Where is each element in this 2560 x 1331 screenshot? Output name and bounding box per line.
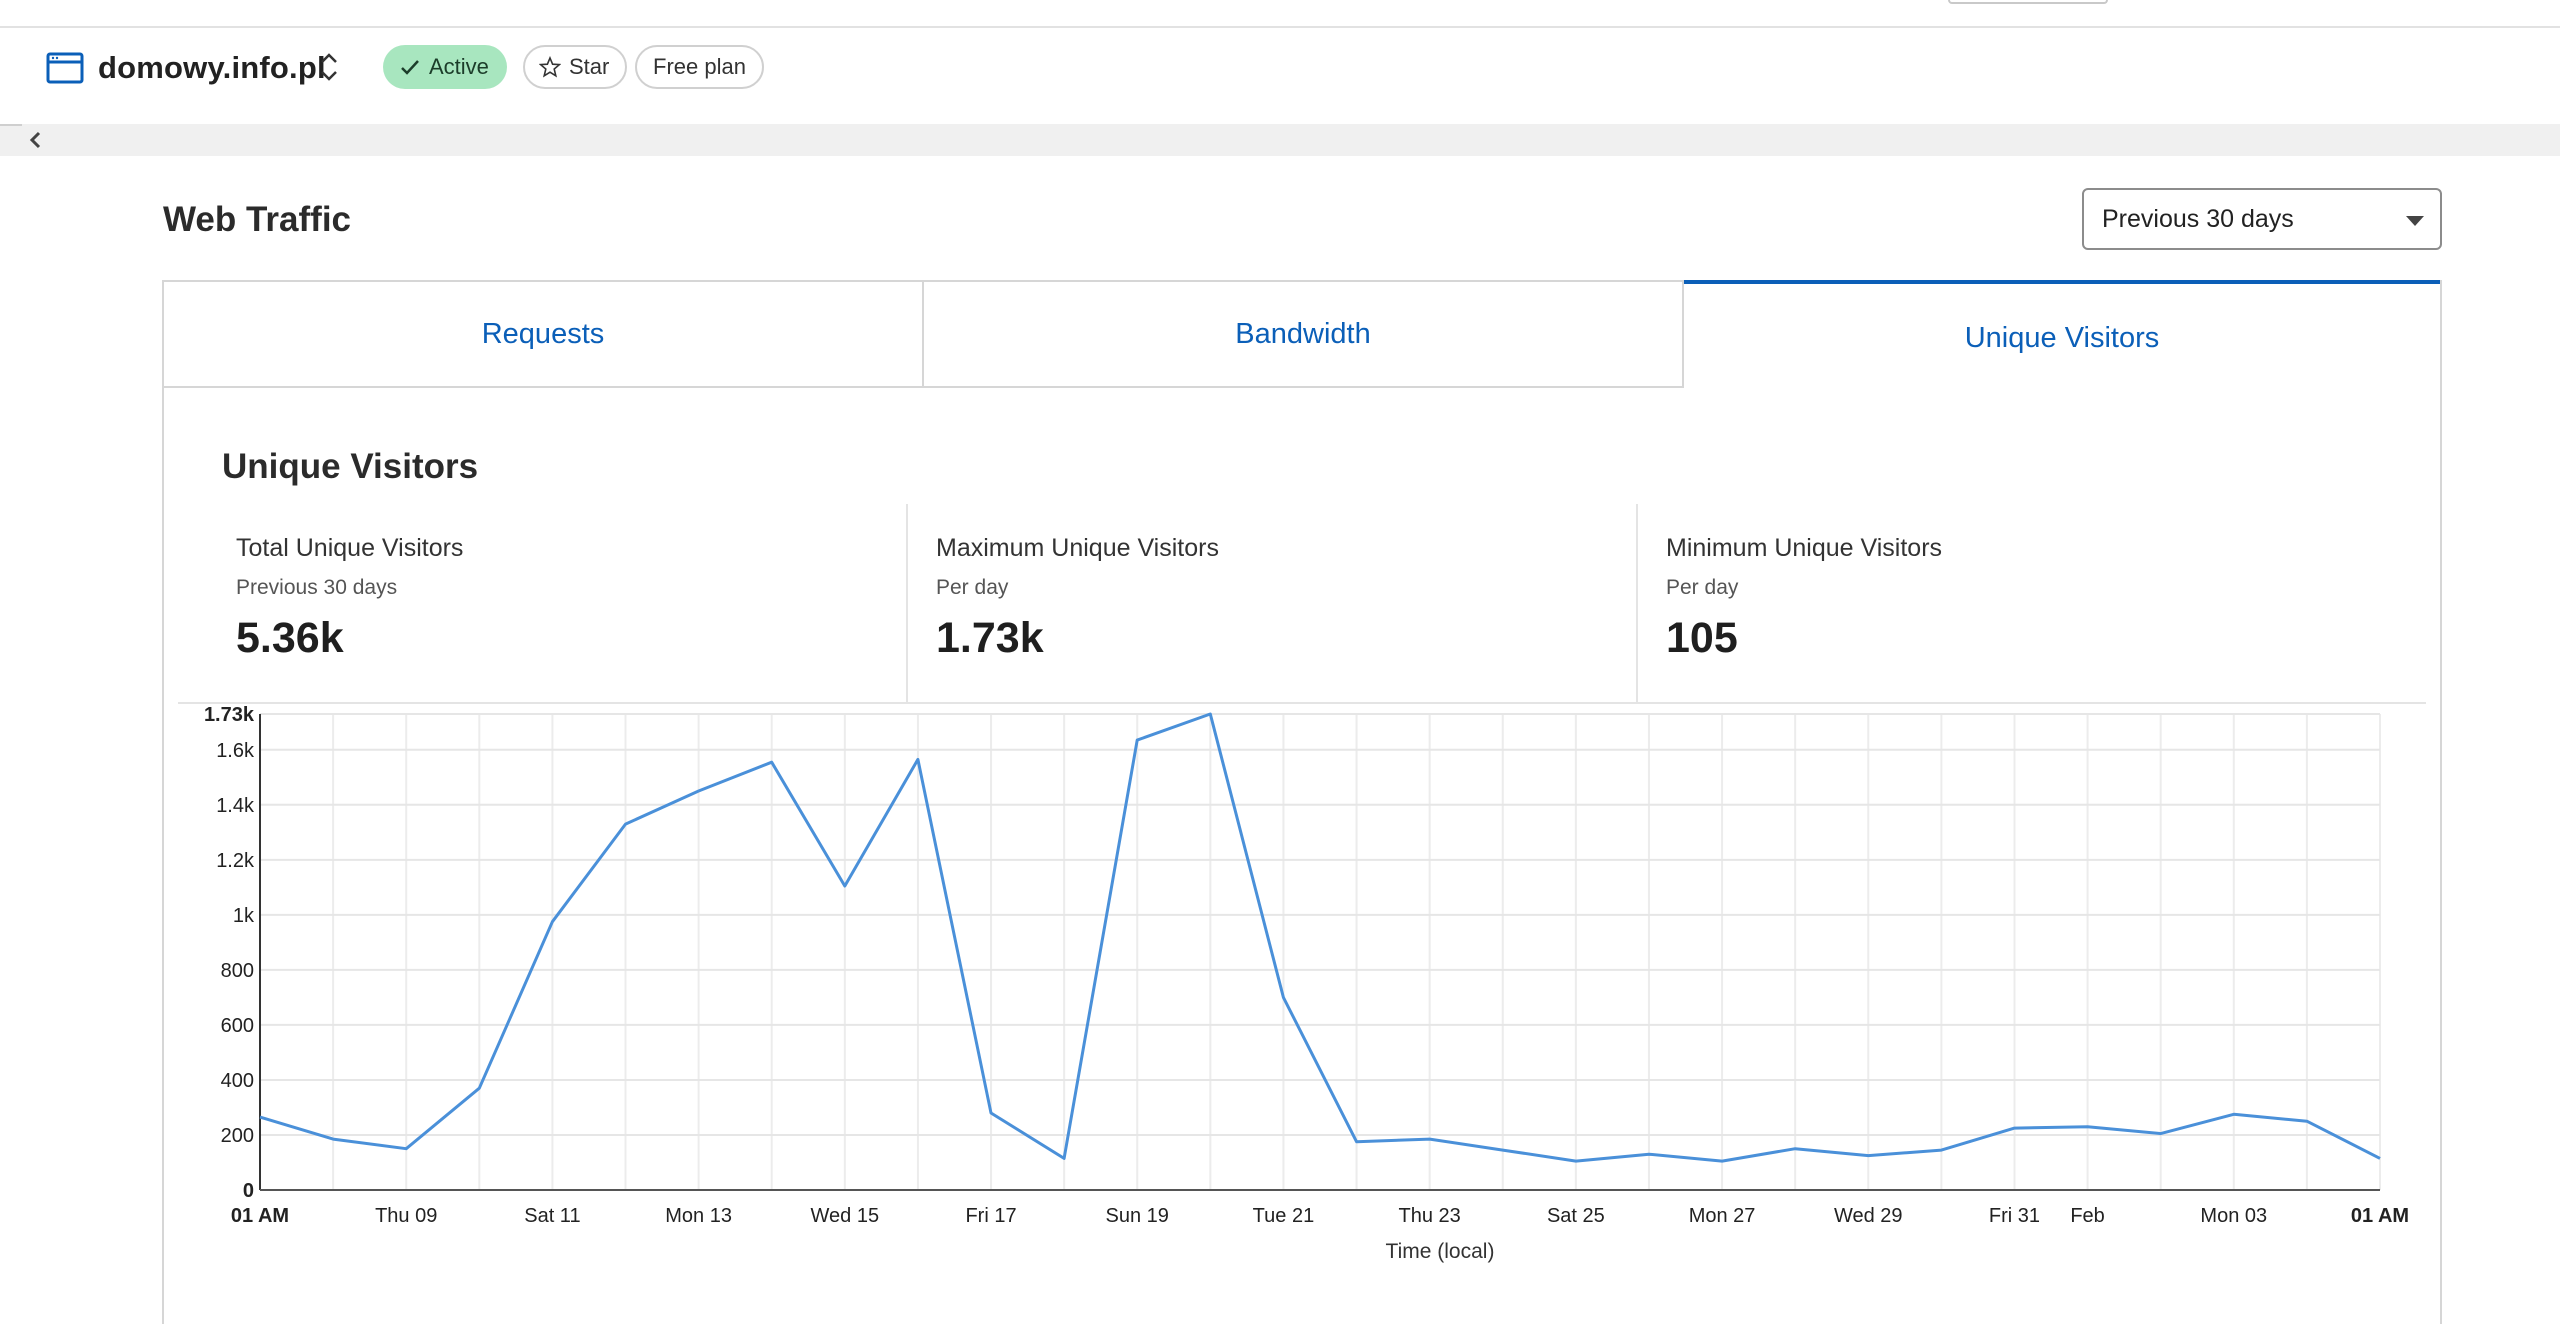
star-button[interactable]: Star (523, 45, 628, 89)
y-tick-label: 400 (221, 1070, 254, 1092)
period-select-value: Previous 30 days (2102, 204, 2294, 233)
y-tick-label: 1.73k (204, 704, 255, 726)
stat-value: 105 (1666, 614, 1738, 662)
x-tick-label: Thu 09 (375, 1205, 437, 1227)
stat-value: 5.36k (236, 614, 344, 662)
x-tick-label: 01 AM (231, 1205, 289, 1227)
stat-total: Total Unique Visitors Previous 30 days 5… (178, 504, 908, 704)
stats-row: Total Unique Visitors Previous 30 days 5… (178, 504, 2426, 704)
series-line (259, 712, 2381, 1163)
x-tick-label: Sun 19 (1106, 1205, 1169, 1227)
y-tick-label: 1.4k (216, 795, 255, 817)
y-axis-title: Number of Visitors (164, 890, 167, 1054)
stat-sublabel: Previous 30 days (236, 576, 398, 599)
top-border (0, 0, 2560, 28)
y-tick-label: 1.6k (216, 740, 255, 762)
collapse-bar (0, 124, 2560, 156)
page-title: Web Traffic (163, 200, 352, 239)
site-name[interactable]: domowy.info.pl (98, 50, 326, 85)
visitors-chart: 0 200 400 600 800 1k 1.2k 1.4k 1.6k 1.73k 01 AM Thu… (145, 702, 2440, 1326)
visitors-line-chart: 0 200 400 600 800 1k 1.2k 1.4k 1.6k 1.73k 01 AM Thu… (145, 704, 2409, 1263)
y-tick-label: 1.2k (216, 850, 255, 872)
browser-window-icon (46, 52, 84, 84)
x-tick-label: Fri 31 (1989, 1205, 2040, 1227)
traffic-tabs: Requests Bandwidth Unique Visitors (164, 280, 2440, 388)
section-title: Unique Visitors (222, 447, 479, 486)
x-tick-label: Feb (2070, 1205, 2104, 1227)
stat-maximum: Maximum Unique Visitors Per day 1.73k (908, 504, 1638, 704)
star-icon (539, 56, 561, 78)
y-tick-label: 600 (221, 1015, 254, 1037)
x-axis-title: Time (local) (1386, 1240, 1495, 1263)
stat-label: Total Unique Visitors (236, 534, 464, 562)
tab-unique-visitors[interactable]: Unique Visitors (1684, 280, 2440, 388)
x-tick-label: Mon 13 (665, 1205, 732, 1227)
x-tick-label: Wed 15 (811, 1205, 880, 1227)
status-label: Active (429, 54, 489, 79)
x-tick-label: Mon 27 (1689, 1205, 1756, 1227)
traffic-panel: Requests Bandwidth Unique Visitors Uniqu… (145, 280, 2442, 1326)
chevron-down-icon (2406, 216, 2424, 226)
top-menu-tab[interactable] (1948, 0, 2108, 4)
star-label: Star (569, 54, 610, 79)
stat-sublabel: Per day (936, 576, 1009, 599)
chevron-updown-icon[interactable] (316, 48, 342, 86)
x-tick-label: 01 AM (2351, 1205, 2409, 1227)
stat-label: Minimum Unique Visitors (1666, 534, 1943, 562)
x-tick-label: Sat 11 (524, 1205, 580, 1227)
check-icon (401, 60, 419, 75)
y-tick-label: 1k (233, 905, 255, 927)
site-header: domowy.info.pl Active Star Free plan (0, 38, 2560, 98)
stat-sublabel: Per day (1666, 576, 1739, 599)
x-tick-label: Wed 29 (1834, 1205, 1903, 1227)
x-tick-label: Thu 23 (1399, 1205, 1461, 1227)
chevron-left-icon[interactable] (24, 128, 48, 152)
stat-label: Maximum Unique Visitors (936, 534, 1219, 562)
y-tick-label: 800 (221, 960, 254, 982)
y-tick-label: 0 (243, 1180, 254, 1202)
plan-badge[interactable]: Free plan (635, 45, 764, 89)
x-tick-label: Tue 21 (1253, 1205, 1315, 1227)
stat-value: 1.73k (936, 614, 1044, 662)
x-tick-label: Sat 25 (1547, 1205, 1605, 1227)
tab-bandwidth[interactable]: Bandwidth (924, 282, 1684, 388)
period-select[interactable]: Previous 30 days (2082, 188, 2442, 250)
status-badge: Active (383, 45, 507, 89)
y-tick-label: 200 (221, 1125, 254, 1147)
x-tick-label: Mon 03 (2200, 1205, 2267, 1227)
tab-requests[interactable]: Requests (164, 282, 924, 388)
stat-minimum: Minimum Unique Visitors Per day 105 (1638, 504, 2426, 704)
x-tick-label: Fri 17 (965, 1205, 1016, 1227)
